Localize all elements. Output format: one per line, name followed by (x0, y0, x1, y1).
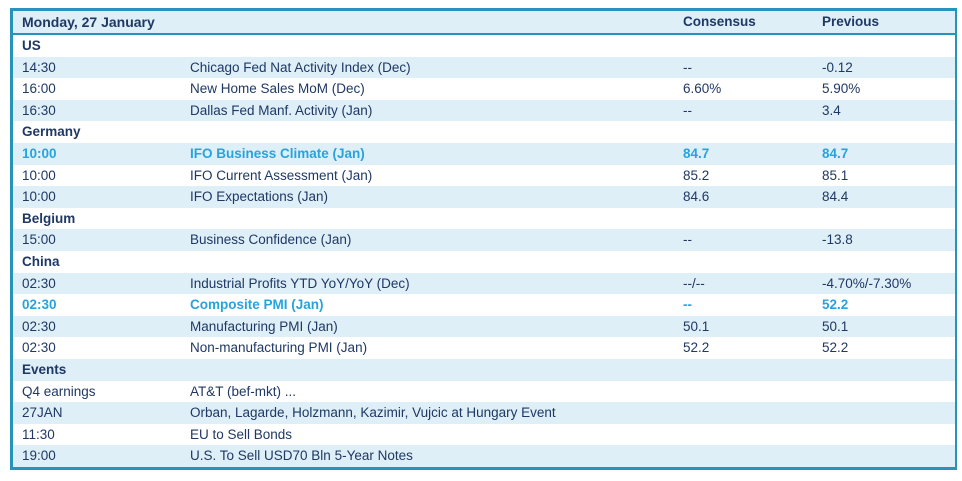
section-row: US (13, 35, 955, 57)
event-name: AT&T (bef-mkt) ... (190, 383, 297, 399)
event-previous: -4.70%/-7.30% (822, 275, 912, 291)
event-previous: -13.8 (822, 232, 853, 248)
event-time: 11:30 (22, 426, 55, 442)
event-time: 15:00 (22, 232, 56, 248)
table-body: US 14:30 Chicago Fed Nat Activity Index (D… (13, 35, 955, 467)
event-name: Business Confidence (Jan) (190, 232, 352, 248)
event-time: 02:30 (22, 318, 56, 334)
event-time: 27JAN (22, 405, 63, 421)
event-name: IFO Expectations (Jan) (190, 189, 329, 205)
event-row: 27JAN Orban, Lagarde, Holzmann, Kazimir, … (13, 402, 955, 424)
event-row: 02:30 Manufacturing PMI (Jan) 50.1 50.1 (13, 315, 955, 338)
event-name: Composite PMI (Jan) (190, 297, 324, 313)
event-row: 16:00 New Home Sales MoM (Dec) 6.60% 5.90% (13, 78, 955, 100)
event-row: 02:30 Composite PMI (Jan) -- 52.2 (13, 294, 955, 316)
event-row: 15:00 Business Confidence (Jan) -- -13.8 (13, 229, 955, 251)
event-consensus: 85.2 (683, 167, 710, 183)
section-label: China (22, 253, 60, 269)
event-previous: 3.4 (822, 102, 841, 118)
event-name: Manufacturing PMI (Jan) (190, 318, 338, 334)
event-consensus: 50.1 (683, 318, 710, 334)
section-label: Events (22, 361, 67, 377)
event-consensus: -- (683, 232, 692, 248)
event-row: 10:00 IFO Current Assessment (Jan) 85.2 85.… (13, 165, 955, 187)
event-consensus: 84.6 (683, 189, 710, 205)
event-consensus: 52.2 (683, 340, 710, 356)
event-consensus: --/-- (683, 275, 705, 291)
table-header-row: Monday, 27 January Consensus Previous (13, 11, 955, 35)
event-name: IFO Current Assessment (Jan) (190, 167, 373, 183)
event-time: 02:30 (22, 275, 56, 291)
event-name: Chicago Fed Nat Activity Index (Dec) (190, 59, 411, 75)
section-row: Events (13, 358, 955, 381)
event-time: 10:00 (22, 189, 56, 205)
section-label: Belgium (22, 210, 76, 226)
event-time: Q4 earnings (22, 383, 96, 399)
event-time: 02:30 (22, 297, 57, 313)
event-time: 02:30 (22, 340, 56, 356)
event-time: 10:00 (22, 167, 56, 183)
event-consensus: 84.7 (683, 145, 710, 161)
event-name: Dallas Fed Manf. Activity (Jan) (190, 102, 373, 118)
event-previous: 5.90% (822, 81, 861, 97)
table-title: Monday, 27 January (22, 14, 155, 30)
section-row: Belgium (13, 208, 955, 230)
event-consensus: 6.60% (683, 81, 722, 97)
section-row: China (13, 251, 955, 273)
event-row: Q4 earnings AT&T (bef-mkt) ... (13, 381, 955, 403)
column-header-consensus: Consensus (683, 14, 756, 29)
event-time: 14:30 (22, 59, 56, 75)
event-row: 11:30 EU to Sell Bonds (13, 424, 955, 446)
event-time: 16:00 (22, 81, 56, 97)
economic-calendar-table: Monday, 27 January Consensus Previous US… (10, 8, 957, 470)
event-consensus: -- (683, 102, 692, 118)
event-row: 10:00 IFO Business Climate (Jan) 84.7 84.7 (13, 142, 955, 165)
event-name: IFO Business Climate (Jan) (190, 145, 365, 161)
event-row: 16:30 Dallas Fed Manf. Activity (Jan) -- 3.… (13, 99, 955, 122)
section-label: US (22, 38, 41, 53)
event-consensus: -- (683, 59, 692, 75)
event-previous: 84.7 (822, 145, 849, 161)
event-previous: 50.1 (822, 318, 849, 334)
event-name: Orban, Lagarde, Holzmann, Kazimir, Vujci… (190, 405, 556, 421)
event-row: 19:00 U.S. To Sell USD70 Bln 5-Year Notes (13, 445, 955, 467)
event-name: U.S. To Sell USD70 Bln 5-Year Notes (190, 448, 413, 464)
event-row: 02:30 Industrial Profits YTD YoY/YoY (Dec… (13, 272, 955, 295)
event-name: New Home Sales MoM (Dec) (190, 81, 365, 97)
event-consensus: -- (683, 297, 692, 313)
event-previous: 85.1 (822, 167, 849, 183)
event-previous: -0.12 (822, 59, 853, 75)
event-time: 10:00 (22, 145, 57, 161)
event-name: Non-manufacturing PMI (Jan) (190, 340, 368, 356)
event-name: EU to Sell Bonds (190, 426, 293, 442)
event-row: 02:30 Non-manufacturing PMI (Jan) 52.2 52.2 (13, 337, 955, 359)
event-previous: 84.4 (822, 189, 849, 205)
event-time: 19:00 (22, 448, 56, 464)
event-row: 14:30 Chicago Fed Nat Activity Index (Dec… (13, 56, 955, 79)
column-header-previous: Previous (822, 14, 880, 29)
section-row: Germany (13, 121, 955, 143)
event-time: 16:30 (22, 102, 56, 118)
section-label: Germany (22, 124, 81, 140)
event-previous: 52.2 (822, 340, 849, 356)
event-previous: 52.2 (822, 297, 849, 313)
event-name: Industrial Profits YTD YoY/YoY (Dec) (190, 275, 410, 291)
event-row: 10:00 IFO Expectations (Jan) 84.6 84.4 (13, 186, 955, 208)
